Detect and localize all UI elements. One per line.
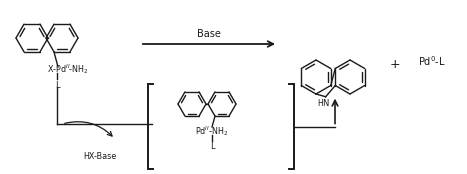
Text: L: L xyxy=(55,81,59,89)
Text: Base: Base xyxy=(197,29,221,39)
Text: HX-Base: HX-Base xyxy=(84,152,117,161)
Text: +: + xyxy=(389,57,400,70)
Text: Pd$^0$-L: Pd$^0$-L xyxy=(418,54,446,68)
Text: L: L xyxy=(210,142,214,151)
Text: H: H xyxy=(317,99,323,108)
Text: Pd$^{II}$-NH$_2$: Pd$^{II}$-NH$_2$ xyxy=(195,124,229,138)
Text: N: N xyxy=(322,99,329,108)
Text: X-Pd$^{II}$-NH$_2$: X-Pd$^{II}$-NH$_2$ xyxy=(47,62,89,76)
